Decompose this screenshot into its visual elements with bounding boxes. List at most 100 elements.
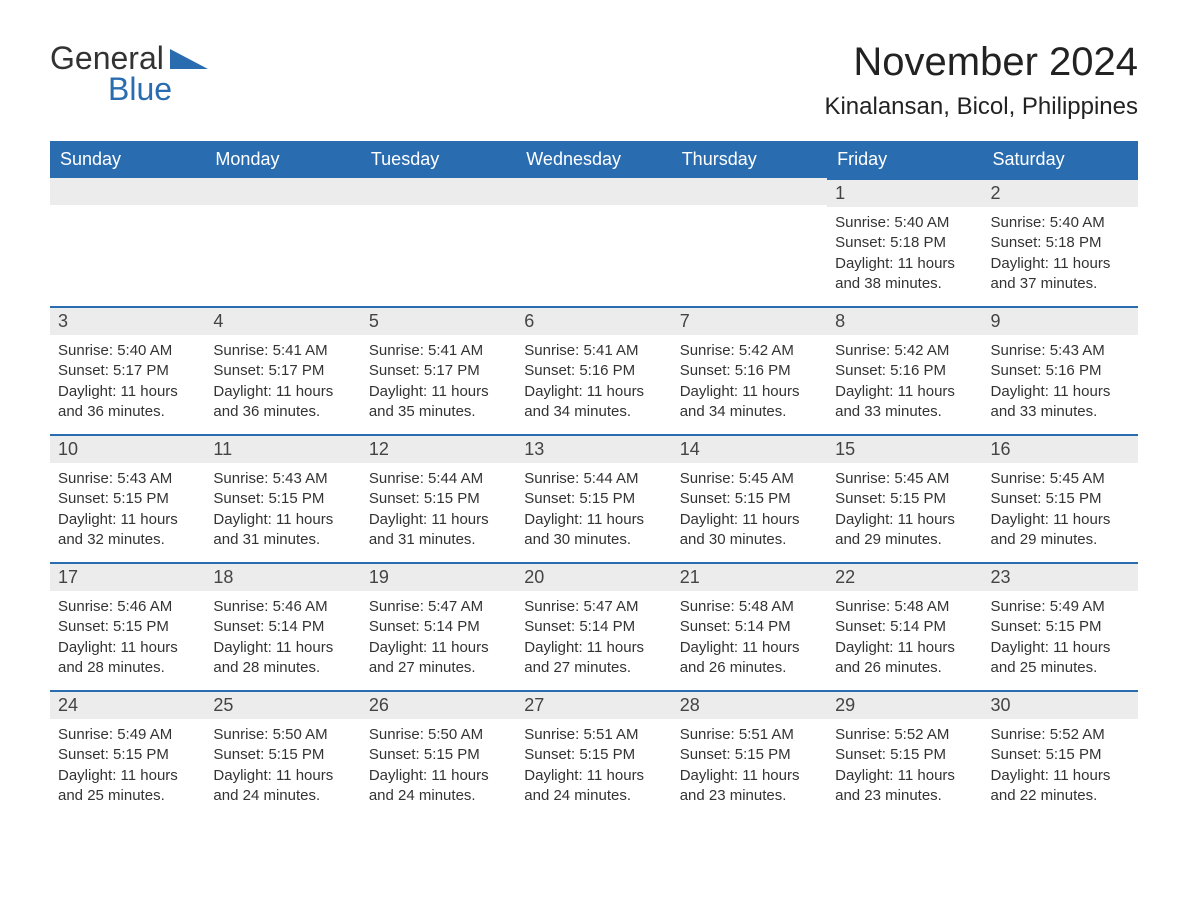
daylight-line: Daylight: 11 hours and 23 minutes. bbox=[835, 766, 974, 807]
sunset-value: 5:15 PM bbox=[579, 746, 635, 763]
sunset-value: 5:14 PM bbox=[579, 618, 635, 635]
calendar-table: SundayMondayTuesdayWednesdayThursdayFrid… bbox=[50, 141, 1138, 818]
sunrise-label: Sunrise: bbox=[991, 470, 1050, 487]
weekday-header: Saturday bbox=[983, 141, 1138, 178]
daylight-label: Daylight: bbox=[58, 767, 121, 784]
day-details: Sunrise: 5:48 AMSunset: 5:14 PMDaylight:… bbox=[827, 591, 982, 682]
day-wrap: 27Sunrise: 5:51 AMSunset: 5:15 PMDayligh… bbox=[516, 690, 671, 810]
sunrise-line: Sunrise: 5:46 AM bbox=[213, 597, 352, 617]
day-number: 9 bbox=[983, 308, 1138, 335]
sunrise-value: 5:44 AM bbox=[583, 470, 638, 487]
sunset-line: Sunset: 5:15 PM bbox=[58, 617, 197, 637]
sunset-label: Sunset: bbox=[524, 362, 579, 379]
sunset-value: 5:14 PM bbox=[735, 618, 791, 635]
calendar-day-cell: 14Sunrise: 5:45 AMSunset: 5:15 PMDayligh… bbox=[672, 434, 827, 562]
daylight-line: Daylight: 11 hours and 28 minutes. bbox=[58, 638, 197, 679]
weekday-header: Tuesday bbox=[361, 141, 516, 178]
sunrise-label: Sunrise: bbox=[369, 342, 428, 359]
day-details: Sunrise: 5:43 AMSunset: 5:15 PMDaylight:… bbox=[205, 463, 360, 554]
sunrise-value: 5:40 AM bbox=[1050, 214, 1105, 231]
daylight-line: Daylight: 11 hours and 38 minutes. bbox=[835, 254, 974, 295]
day-details: Sunrise: 5:51 AMSunset: 5:15 PMDaylight:… bbox=[516, 719, 671, 810]
sunset-label: Sunset: bbox=[369, 746, 424, 763]
sunset-value: 5:15 PM bbox=[579, 490, 635, 507]
daylight-label: Daylight: bbox=[835, 511, 898, 528]
calendar-week-row: 17Sunrise: 5:46 AMSunset: 5:15 PMDayligh… bbox=[50, 562, 1138, 690]
day-wrap: 22Sunrise: 5:48 AMSunset: 5:14 PMDayligh… bbox=[827, 562, 982, 682]
calendar-day-cell: 4Sunrise: 5:41 AMSunset: 5:17 PMDaylight… bbox=[205, 306, 360, 434]
day-details: Sunrise: 5:48 AMSunset: 5:14 PMDaylight:… bbox=[672, 591, 827, 682]
daylight-line: Daylight: 11 hours and 23 minutes. bbox=[680, 766, 819, 807]
daylight-line: Daylight: 11 hours and 31 minutes. bbox=[213, 510, 352, 551]
daylight-label: Daylight: bbox=[524, 383, 587, 400]
daylight-line: Daylight: 11 hours and 30 minutes. bbox=[524, 510, 663, 551]
day-number: 1 bbox=[827, 180, 982, 207]
day-number: 23 bbox=[983, 564, 1138, 591]
title-block: November 2024 Kinalansan, Bicol, Philipp… bbox=[824, 40, 1138, 121]
day-number: 6 bbox=[516, 308, 671, 335]
day-wrap bbox=[361, 178, 516, 205]
day-number: 28 bbox=[672, 692, 827, 719]
daylight-line: Daylight: 11 hours and 37 minutes. bbox=[991, 254, 1130, 295]
sunrise-label: Sunrise: bbox=[991, 214, 1050, 231]
sunrise-line: Sunrise: 5:49 AM bbox=[58, 725, 197, 745]
sunrise-label: Sunrise: bbox=[524, 598, 583, 615]
sunset-line: Sunset: 5:15 PM bbox=[991, 745, 1130, 765]
sunrise-value: 5:50 AM bbox=[273, 726, 328, 743]
daylight-line: Daylight: 11 hours and 24 minutes. bbox=[213, 766, 352, 807]
weekday-header: Monday bbox=[205, 141, 360, 178]
day-details: Sunrise: 5:41 AMSunset: 5:17 PMDaylight:… bbox=[205, 335, 360, 426]
daylight-label: Daylight: bbox=[680, 639, 743, 656]
day-number: 30 bbox=[983, 692, 1138, 719]
daylight-label: Daylight: bbox=[991, 255, 1054, 272]
sunrise-value: 5:51 AM bbox=[739, 726, 794, 743]
calendar-day-cell: 9Sunrise: 5:43 AMSunset: 5:16 PMDaylight… bbox=[983, 306, 1138, 434]
sunrise-value: 5:42 AM bbox=[739, 342, 794, 359]
day-wrap: 17Sunrise: 5:46 AMSunset: 5:15 PMDayligh… bbox=[50, 562, 205, 682]
sunset-line: Sunset: 5:15 PM bbox=[369, 745, 508, 765]
sunset-value: 5:16 PM bbox=[1046, 362, 1102, 379]
daylight-line: Daylight: 11 hours and 31 minutes. bbox=[369, 510, 508, 551]
day-wrap bbox=[205, 178, 360, 205]
header: General Blue November 2024 Kinalansan, B… bbox=[50, 40, 1138, 121]
sunset-line: Sunset: 5:15 PM bbox=[369, 489, 508, 509]
daylight-label: Daylight: bbox=[835, 255, 898, 272]
day-details: Sunrise: 5:44 AMSunset: 5:15 PMDaylight:… bbox=[516, 463, 671, 554]
calendar-day-cell: 6Sunrise: 5:41 AMSunset: 5:16 PMDaylight… bbox=[516, 306, 671, 434]
calendar-day-cell: 5Sunrise: 5:41 AMSunset: 5:17 PMDaylight… bbox=[361, 306, 516, 434]
sunrise-line: Sunrise: 5:41 AM bbox=[369, 341, 508, 361]
sunrise-value: 5:45 AM bbox=[894, 470, 949, 487]
sunrise-value: 5:46 AM bbox=[117, 598, 172, 615]
day-details: Sunrise: 5:51 AMSunset: 5:15 PMDaylight:… bbox=[672, 719, 827, 810]
sunset-line: Sunset: 5:15 PM bbox=[58, 745, 197, 765]
weekday-header: Sunday bbox=[50, 141, 205, 178]
day-wrap: 26Sunrise: 5:50 AMSunset: 5:15 PMDayligh… bbox=[361, 690, 516, 810]
day-wrap: 13Sunrise: 5:44 AMSunset: 5:15 PMDayligh… bbox=[516, 434, 671, 554]
sunrise-label: Sunrise: bbox=[991, 598, 1050, 615]
daylight-label: Daylight: bbox=[369, 383, 432, 400]
day-details: Sunrise: 5:47 AMSunset: 5:14 PMDaylight:… bbox=[361, 591, 516, 682]
empty-daynum bbox=[205, 178, 360, 205]
calendar-day-cell: 12Sunrise: 5:44 AMSunset: 5:15 PMDayligh… bbox=[361, 434, 516, 562]
day-number: 25 bbox=[205, 692, 360, 719]
sunrise-line: Sunrise: 5:47 AM bbox=[524, 597, 663, 617]
day-details: Sunrise: 5:42 AMSunset: 5:16 PMDaylight:… bbox=[827, 335, 982, 426]
day-number: 24 bbox=[50, 692, 205, 719]
sunset-value: 5:18 PM bbox=[890, 234, 946, 251]
calendar-day-cell: 13Sunrise: 5:44 AMSunset: 5:15 PMDayligh… bbox=[516, 434, 671, 562]
sunrise-label: Sunrise: bbox=[991, 726, 1050, 743]
weekday-header: Friday bbox=[827, 141, 982, 178]
day-number: 2 bbox=[983, 180, 1138, 207]
sunrise-label: Sunrise: bbox=[524, 342, 583, 359]
day-number: 27 bbox=[516, 692, 671, 719]
day-number: 14 bbox=[672, 436, 827, 463]
sunset-line: Sunset: 5:16 PM bbox=[835, 361, 974, 381]
sunset-value: 5:15 PM bbox=[1046, 746, 1102, 763]
daylight-line: Daylight: 11 hours and 27 minutes. bbox=[369, 638, 508, 679]
calendar-day-cell: 30Sunrise: 5:52 AMSunset: 5:15 PMDayligh… bbox=[983, 690, 1138, 818]
daylight-line: Daylight: 11 hours and 24 minutes. bbox=[524, 766, 663, 807]
sunrise-line: Sunrise: 5:45 AM bbox=[991, 469, 1130, 489]
sunset-line: Sunset: 5:17 PM bbox=[369, 361, 508, 381]
day-wrap: 8Sunrise: 5:42 AMSunset: 5:16 PMDaylight… bbox=[827, 306, 982, 426]
day-details: Sunrise: 5:41 AMSunset: 5:17 PM Daylight:… bbox=[361, 335, 516, 426]
